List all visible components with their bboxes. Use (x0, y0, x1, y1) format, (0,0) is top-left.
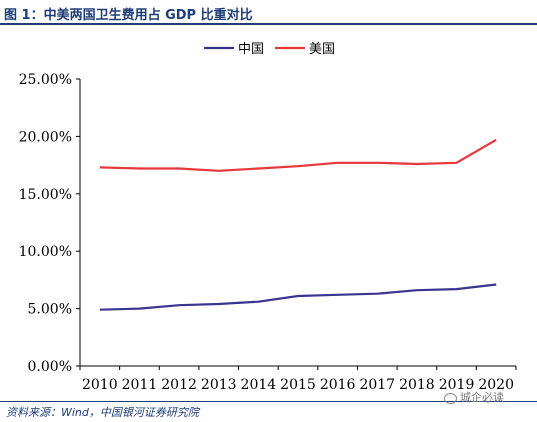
legend-label-1: 美国 (309, 42, 335, 57)
source-rule (0, 401, 537, 402)
x-tick-label: 2014 (241, 377, 277, 393)
y-tick-label: 20.00% (19, 129, 72, 145)
y-tick-label: 15.00% (19, 187, 72, 203)
x-tick-label: 2020 (478, 377, 514, 393)
x-tick-label: 2016 (320, 377, 356, 393)
y-tick-label: 25.00% (19, 72, 72, 88)
y-tick-label: 0.00% (28, 359, 72, 375)
title-rule (0, 23, 537, 25)
source-note: 资料来源：Wind，中国银河证券研究院 (6, 406, 199, 419)
wechat-icon (444, 392, 457, 404)
x-tick-label: 2010 (82, 377, 118, 393)
series-line-0 (99, 283, 497, 311)
figure-title: 图 1：中美两国卫生费用占 GDP 比重对比 (4, 8, 253, 23)
legend-label-0: 中国 (238, 42, 264, 57)
x-tick-label: 2011 (122, 377, 158, 393)
x-tick-label: 2019 (439, 377, 475, 393)
watermark-text: 城企必读 (460, 391, 504, 404)
x-tick-label: 2017 (359, 377, 395, 393)
x-tick-label: 2012 (161, 377, 197, 393)
y-tick-label: 5.00% (28, 302, 72, 318)
x-tick-label: 2015 (280, 377, 316, 393)
y-tick-label: 10.00% (19, 244, 72, 260)
x-tick-label: 2018 (399, 377, 435, 393)
x-tick-label: 2013 (201, 377, 237, 393)
watermark: 城企必读 (444, 389, 504, 405)
